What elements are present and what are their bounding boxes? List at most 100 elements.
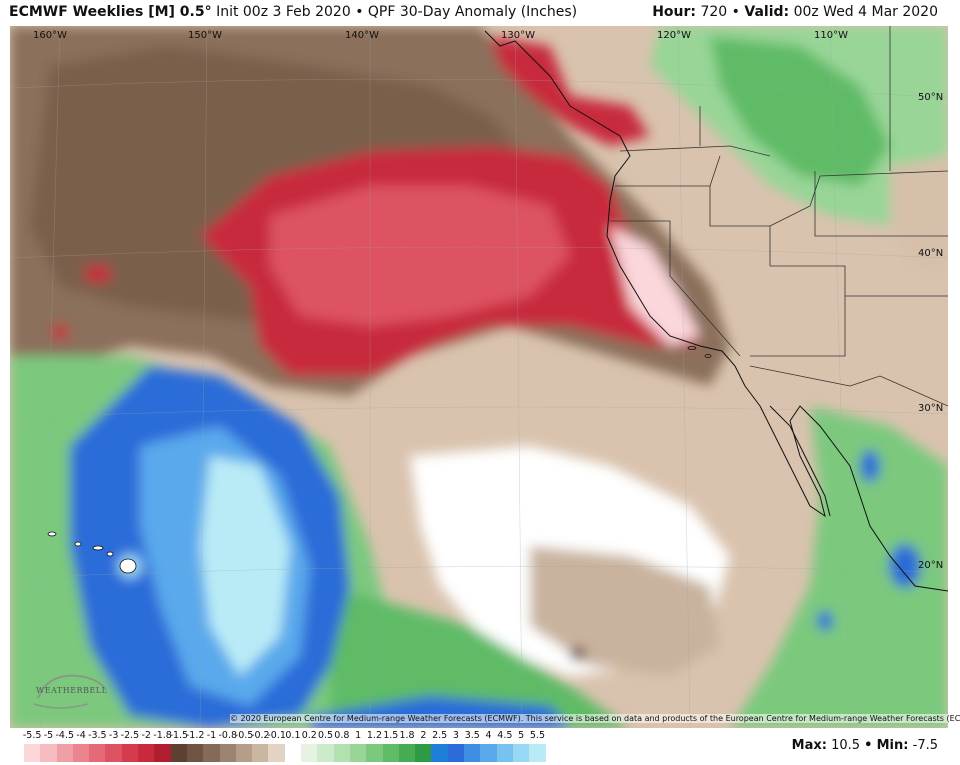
valid-label: Valid:	[744, 4, 790, 20]
longitude-label: 110°W	[814, 30, 848, 41]
colorbar-swatch	[186, 744, 204, 762]
bullet-separator: •	[864, 738, 873, 753]
map-header: ECMWF Weeklies [M] 0.5° Init 00z 3 Feb 2…	[0, 0, 960, 26]
longitude-label: 120°W	[657, 30, 691, 41]
dry-anomaly-spot	[84, 265, 112, 283]
colorbar-tick-label: 0.1	[285, 730, 301, 741]
colorbar-swatch	[170, 744, 187, 762]
graticule	[10, 26, 948, 728]
colorbar-swatch	[496, 744, 513, 762]
dry-anomaly-spot	[52, 324, 68, 340]
colorbar-tick-label: 2.5	[432, 730, 448, 741]
colorbar-tick-label: -0.1	[267, 730, 286, 741]
strong-dry-anomaly	[490, 36, 650, 146]
init-time: Init 00z 3 Feb 2020	[216, 4, 351, 20]
colorbar-swatch	[154, 744, 171, 762]
colorbar-swatch	[333, 744, 350, 762]
colorbar-tick-label: -3	[108, 730, 119, 741]
colorbar-swatch	[72, 744, 90, 762]
valid-value: 00z Wed 4 Mar 2020	[793, 4, 938, 20]
colorbar-tick-label: -1.8	[153, 730, 172, 741]
colorbar-swatch	[301, 744, 318, 762]
colorbar-swatch	[235, 744, 253, 762]
map-title: ECMWF Weeklies [M] 0.5° Init 00z 3 Feb 2…	[9, 4, 577, 20]
max-min-readout: Max: 10.5 • Min: -7.5	[792, 738, 938, 753]
colorbar-tick-label: 1.8	[399, 730, 415, 741]
latitude-label: 20°N	[918, 560, 944, 571]
colorbar-tick-label: -0.8	[218, 730, 238, 741]
wet-anomaly-region	[730, 406, 948, 728]
colorbar-tick-label: 1	[355, 730, 362, 741]
colorbar-tick-label: -1.5	[169, 730, 189, 741]
hawaiian-islands	[47, 531, 137, 574]
bullet-separator: •	[731, 4, 740, 20]
wet-anomaly-core	[710, 36, 890, 186]
anomaly-shading	[10, 26, 948, 728]
coastline	[484, 30, 948, 592]
map-canvas	[10, 26, 948, 728]
colorbar-swatch	[24, 744, 41, 762]
colorbar-swatch	[252, 744, 269, 762]
colorbar-swatch	[56, 744, 73, 762]
colorbar-tick-label: 1.2	[366, 730, 382, 741]
max-dry-anomaly	[610, 226, 700, 346]
channel-islands	[687, 346, 712, 358]
colorbar-swatch	[219, 744, 236, 762]
model-name: ECMWF Weeklies [M] 0.5	[9, 4, 205, 20]
colorbar-tick-label: 4	[485, 730, 492, 741]
longitude-label: 160°W	[33, 30, 67, 41]
colorbar	[24, 744, 546, 762]
colorbar-tick-label: -2.5	[120, 730, 140, 741]
colorbar-swatch	[121, 744, 139, 762]
colorbar-tick-label: 0.2	[301, 730, 317, 741]
hour-label: Hour:	[652, 4, 697, 20]
degree-symbol: °	[204, 4, 212, 20]
colorbar-tick-label: 1.5	[383, 730, 399, 741]
bullet-separator: •	[355, 4, 364, 20]
colorbar-tick-label: -4.5	[55, 730, 75, 741]
colorbar-tick-label: 0.8	[334, 730, 350, 741]
colorbar-tick-label: -5	[43, 730, 54, 741]
colorbar-swatch	[464, 744, 481, 762]
colorbar-tick-label: -1.2	[185, 730, 205, 741]
wet-anomaly-region	[330, 586, 630, 728]
dry-anomaly-region	[530, 546, 720, 676]
copyright-notice: © 2020 European Centre for Medium-range …	[230, 714, 960, 723]
weatherbell-logo: WEATHERBELL	[28, 668, 112, 716]
colorbar-labels: -5.5 -5 -4.5 -4 -3.5 -3 -2.5 -2 -1.8 -1.5 -1.2 -1 -0…	[0, 730, 700, 744]
colorbar-swatch	[138, 744, 155, 762]
colorbar-swatch	[349, 744, 367, 762]
colorbar-tick-label: -5.5	[22, 730, 42, 741]
colorbar-swatch	[366, 744, 383, 762]
colorbar-tick-label: 3.5	[464, 730, 480, 741]
colorbar-swatch	[398, 744, 416, 762]
state-borders	[610, 26, 948, 407]
colorbar-tick-label: -4	[76, 730, 86, 741]
colorbar-swatch	[203, 744, 220, 762]
wet-anomaly-spot	[817, 611, 833, 631]
valid-time: Hour: 720 • Valid: 00z Wed 4 Mar 2020	[652, 4, 938, 20]
max-label: Max:	[791, 738, 827, 753]
colorbar-tick-label: -3.5	[88, 730, 107, 741]
colorbar-tick-label: 2	[420, 730, 427, 741]
colorbar-swatch	[268, 744, 285, 762]
colorbar-tick-label: -0.2	[251, 730, 270, 741]
latitude-label: 30°N	[918, 403, 944, 414]
strong-dry-anomaly-core	[270, 186, 570, 326]
hour-value: 720	[700, 4, 728, 20]
colorbar-tick-label: 0.5	[317, 730, 334, 741]
min-label: Min:	[876, 738, 909, 753]
latitude-label: 40°N	[918, 248, 944, 259]
colorbar-swatch	[317, 744, 334, 762]
colorbar-tick-label: 3	[452, 730, 459, 741]
colorbar-tick-label: 4.5	[497, 730, 513, 741]
colorbar-swatch	[529, 744, 546, 762]
min-value: -7.5	[912, 738, 938, 753]
dry-anomaly-spot	[570, 647, 586, 661]
colorbar-swatch	[40, 744, 57, 762]
colorbar-tick-label: -0.5	[234, 730, 254, 741]
colorbar-swatch	[284, 744, 302, 762]
logo-swirl-icon	[33, 674, 107, 709]
colorbar-tick-label: -1	[206, 730, 217, 741]
colorbar-swatch	[480, 744, 497, 762]
